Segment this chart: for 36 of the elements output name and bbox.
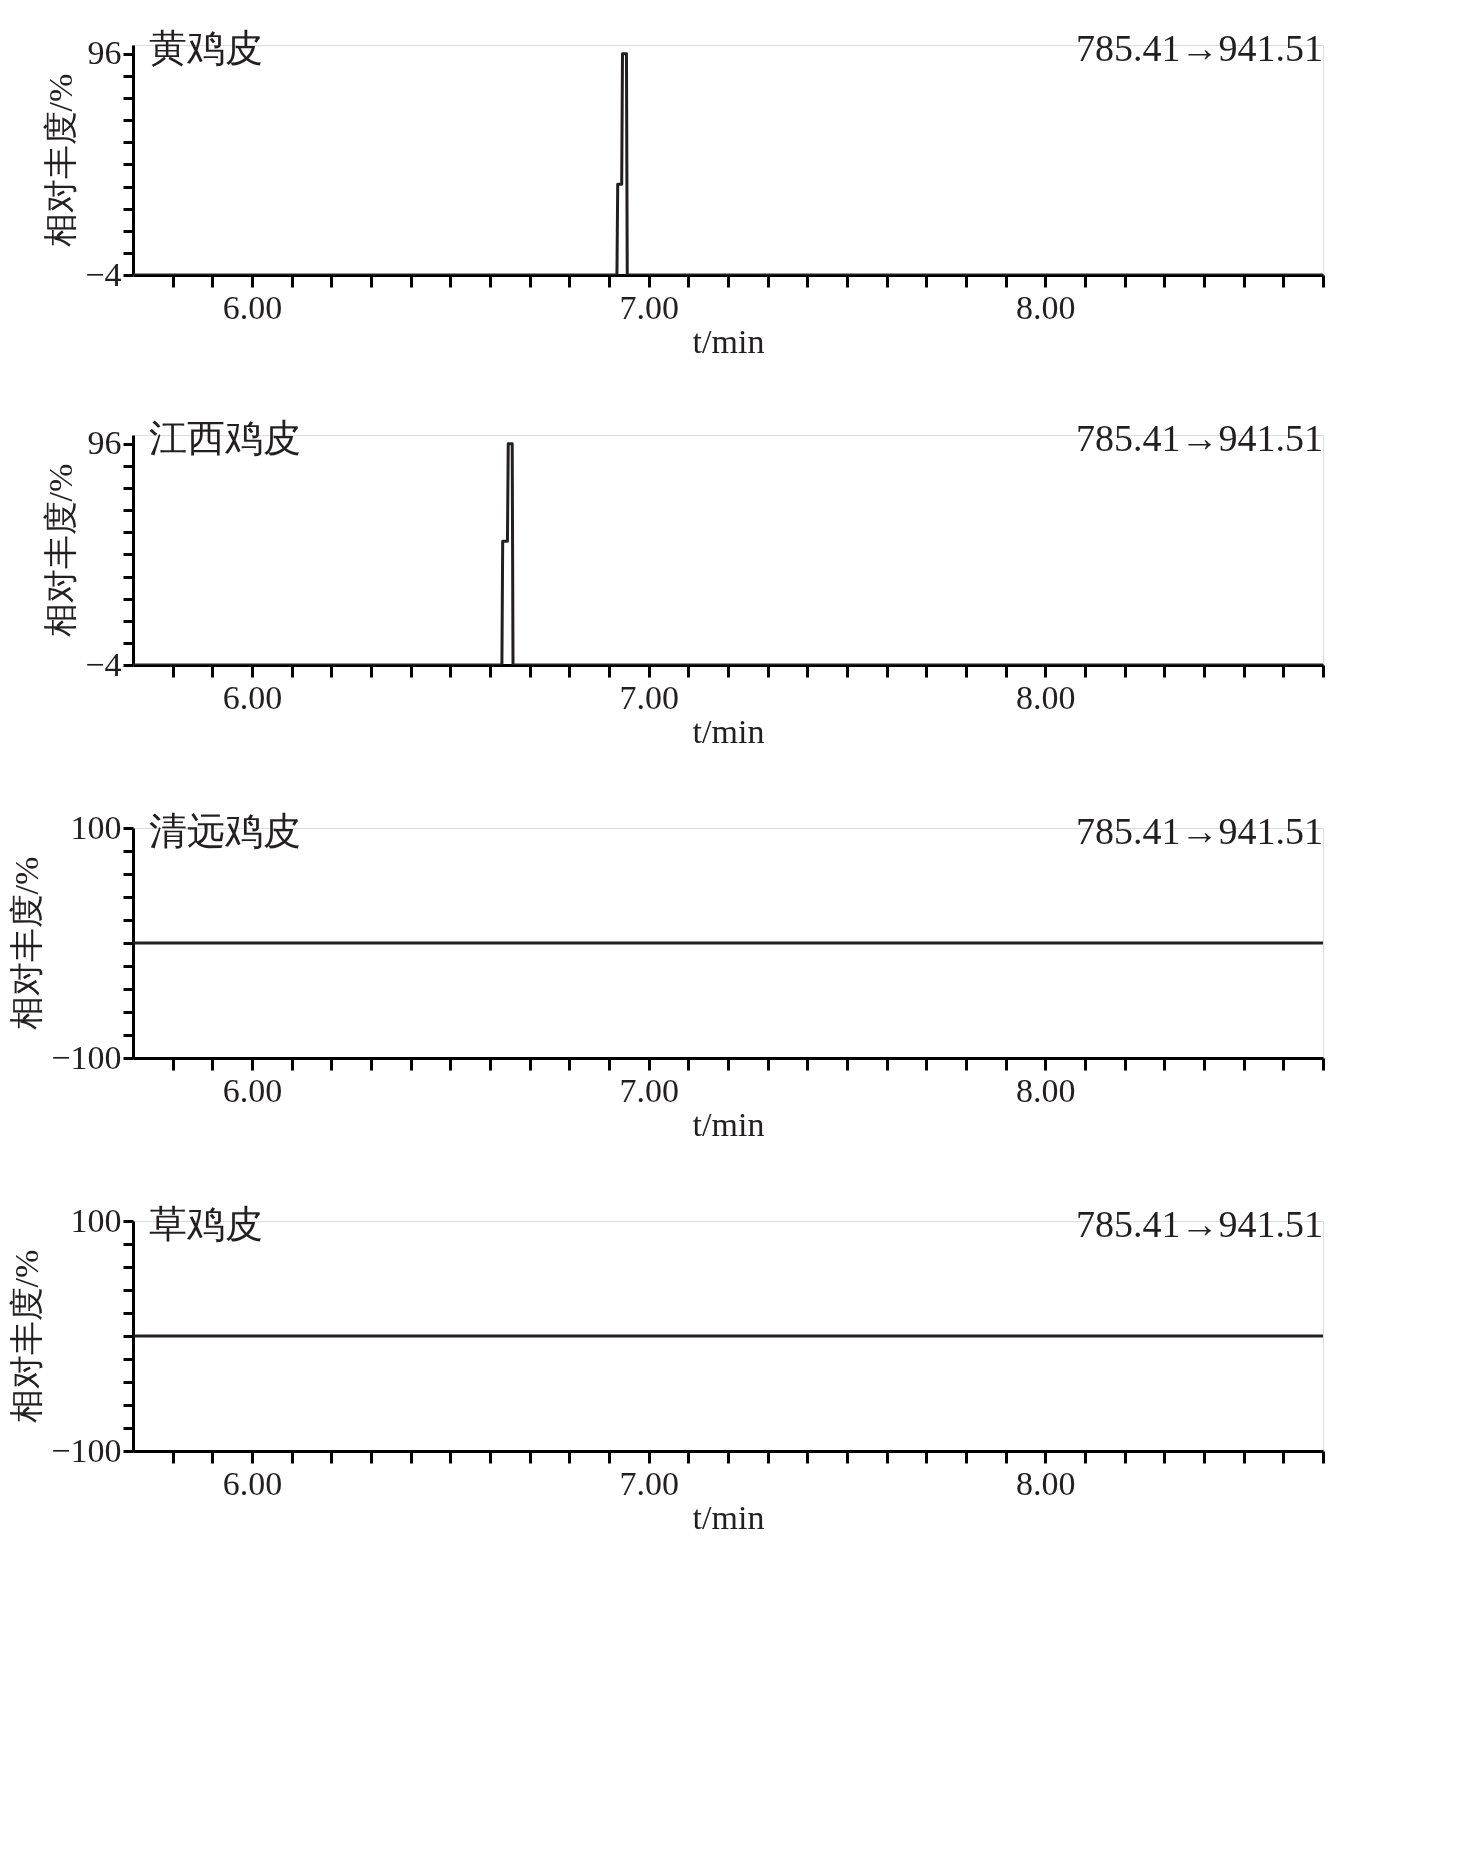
chart-title: 江西鸡皮: [149, 417, 301, 459]
x-tick-label: 7.00: [619, 678, 679, 716]
x-tick-label: 6.00: [222, 1464, 283, 1502]
y-tick-label: 96: [87, 424, 122, 462]
y-axis-title: 相对丰度/%: [42, 463, 80, 638]
annotation: 785.41→941.51: [1076, 417, 1323, 459]
x-axis-title: t/min: [692, 712, 765, 750]
annotation: 785.41→941.51: [1076, 810, 1323, 852]
x-axis-title: t/min: [692, 1105, 765, 1143]
annotation: 785.41→941.51: [1076, 1203, 1323, 1245]
x-tick-label: 7.00: [619, 1071, 679, 1109]
x-tick-label: 7.00: [619, 288, 679, 326]
annotation: 785.41→941.51: [1076, 27, 1323, 69]
x-tick-label: 8.00: [1016, 1464, 1076, 1502]
y-tick-label: −100: [51, 1038, 122, 1076]
chart-title: 清远鸡皮: [149, 810, 301, 852]
y-tick-label: −4: [85, 645, 122, 683]
x-axis-title: t/min: [692, 322, 765, 360]
x-tick-label: 6.00: [222, 1071, 283, 1109]
y-axis-title: 相对丰度/%: [8, 856, 46, 1031]
x-tick-label: 7.00: [619, 1464, 679, 1502]
y-axis-title: 相对丰度/%: [42, 73, 80, 248]
x-tick-label: 8.00: [1016, 1071, 1076, 1109]
x-tick-label: 6.00: [222, 288, 283, 326]
y-axis-title: 相对丰度/%: [8, 1249, 46, 1424]
y-tick-label: 100: [70, 1201, 122, 1239]
x-tick-label: 8.00: [1016, 288, 1076, 326]
chart-title: 黄鸡皮: [149, 27, 263, 69]
chart-title: 草鸡皮: [149, 1203, 263, 1245]
y-tick-label: 96: [87, 34, 122, 72]
y-tick-label: −4: [85, 255, 122, 293]
x-tick-label: 6.00: [222, 678, 283, 716]
x-axis-title: t/min: [692, 1498, 765, 1536]
y-tick-label: −100: [51, 1431, 122, 1469]
x-tick-label: 8.00: [1016, 678, 1076, 716]
y-tick-label: 100: [70, 808, 122, 846]
